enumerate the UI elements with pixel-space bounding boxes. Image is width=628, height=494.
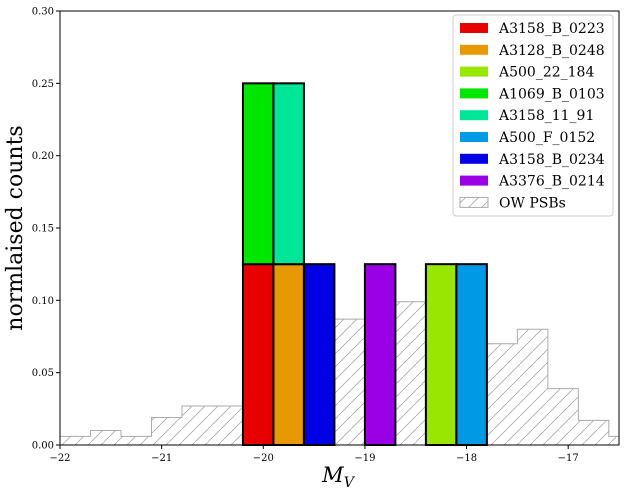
x-tick-label: −17 [558, 453, 579, 464]
legend-swatch-A3376_B_0214 [460, 175, 488, 186]
ow-psb-bin [395, 301, 426, 445]
y-tick-label: 0.30 [32, 7, 54, 18]
legend-swatch-A3128_B_0248 [460, 44, 488, 55]
galaxy-bar-A3376_B_0214 [363, 263, 397, 446]
ow-psb-bin [547, 388, 579, 445]
ow-psb-bin [334, 319, 365, 445]
y-tick-label: 0.20 [32, 151, 54, 162]
legend-label: A500_F_0152 [498, 130, 595, 146]
ow-psb-bin [517, 329, 548, 445]
legend-swatch-A500_22_184 [460, 66, 488, 77]
legend-label: A500_22_184 [498, 65, 594, 81]
ow-psb-bin [578, 420, 609, 445]
y-tick-label: 0.00 [32, 441, 54, 452]
legend-label: A3158_11_91 [498, 108, 594, 124]
galaxy-bar-A3158_B_0234 [302, 263, 336, 446]
galaxy-bar-A1069_B_0103 [241, 82, 275, 266]
galaxy-bar-A500_F_0152 [455, 263, 488, 446]
ow-psb-bin [181, 405, 213, 445]
legend-label: A3376_B_0214 [498, 174, 605, 190]
legend-label: OW PSBs [499, 195, 566, 211]
ow-psb-bin [120, 436, 152, 445]
ow-psb-bin [90, 430, 121, 445]
ow-psb-bin [212, 405, 243, 445]
ow-psb-bin [486, 343, 518, 445]
galaxy-bar-A500_22_184 [424, 263, 458, 446]
galaxy-bar-A3158_B_0223 [241, 263, 275, 446]
ow-psb-bin [151, 417, 182, 445]
legend-label: A3158_B_0234 [498, 152, 605, 168]
y-tick-label: 0.10 [32, 296, 54, 307]
ow-psb-bin [608, 436, 619, 445]
legend-frame [452, 14, 614, 217]
ow-psb-bin [60, 436, 91, 445]
y-tick-label: 0.15 [32, 224, 54, 235]
legend: A3158_B_0223 A3128_B_0248 A500_22_184 A1069… [452, 14, 614, 217]
y-axis: 0.00 0.05 0.10 0.15 0.20 0.25 0.30 [32, 7, 60, 452]
legend-label: A1069_B_0103 [498, 86, 605, 102]
legend-swatch-A1069_B_0103 [460, 88, 488, 99]
legend-swatch-A3158_B_0234 [460, 153, 488, 164]
legend-label: A3128_B_0248 [498, 43, 605, 59]
x-tick-label: −22 [49, 453, 70, 464]
x-tick-label: −20 [253, 453, 274, 464]
x-tick-label: −21 [151, 453, 172, 464]
x-tick-label: −18 [456, 453, 477, 464]
legend-swatch-ow-psbs [459, 196, 489, 208]
galaxy-bar-A3158_11_91 [272, 82, 305, 266]
y-tick-label: 0.05 [32, 368, 54, 379]
legend-swatch-A3158_B_0223 [460, 23, 488, 33]
y-axis-label: normlaised counts [3, 125, 28, 330]
galaxy-bar-A3128_B_0248 [272, 263, 305, 446]
x-axis: −22 −21 −20 −19 −18 −17 [49, 445, 579, 464]
legend-swatch-A500_F_0152 [460, 132, 488, 142]
y-tick-label: 0.25 [32, 79, 54, 90]
x-axis-label: MV [321, 463, 356, 491]
x-tick-label: −19 [354, 453, 375, 464]
legend-label: A3158_B_0223 [498, 21, 605, 37]
legend-swatch-A3158_11_91 [460, 110, 488, 121]
